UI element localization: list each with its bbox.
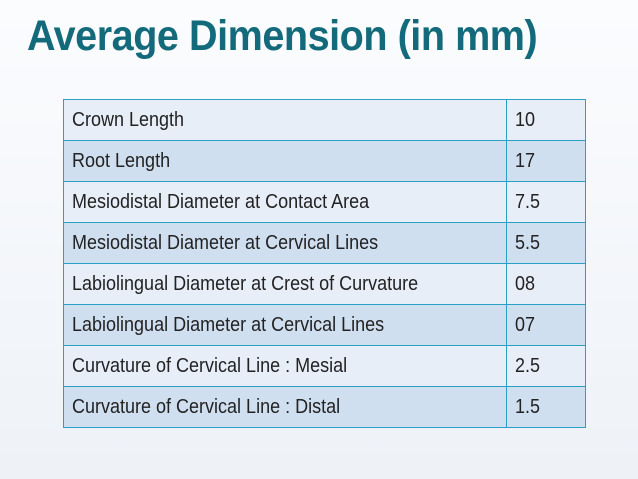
row-value: 17 [515,149,536,172]
row-label-cell: Crown Length [63,99,507,141]
row-value-cell: 1.5 [506,386,586,428]
slide-title: Average Dimension (in mm) [27,12,538,60]
dimensions-table-container: Crown Length 10 Root Length 17 Mesiodist… [63,99,586,428]
row-label-cell: Labiolingual Diameter at Cervical Lines [63,304,507,346]
row-label-cell: Mesiodistal Diameter at Contact Area [63,181,507,223]
row-label: Mesiodistal Diameter at Cervical Lines [72,231,379,254]
table-row: Labiolingual Diameter at Crest of Curvat… [63,263,586,305]
row-value: 5.5 [515,231,541,254]
table-row: Labiolingual Diameter at Cervical Lines … [63,304,586,346]
row-value-cell: 7.5 [506,181,586,223]
row-label-cell: Curvature of Cervical Line : Mesial [63,345,507,387]
row-label-cell: Root Length [63,140,507,182]
row-value-cell: 10 [506,99,586,141]
row-value: 10 [515,108,536,131]
row-label: Mesiodistal Diameter at Contact Area [72,190,370,213]
row-value-cell: 2.5 [506,345,586,387]
table-row: Mesiodistal Diameter at Contact Area 7.5 [63,181,586,223]
row-label-cell: Labiolingual Diameter at Crest of Curvat… [63,263,507,305]
row-value: 2.5 [515,354,541,377]
row-label: Root Length [72,149,171,172]
row-label: Curvature of Cervical Line : Distal [72,395,341,418]
row-label: Labiolingual Diameter at Cervical Lines [72,313,385,336]
table-row: Mesiodistal Diameter at Cervical Lines 5… [63,222,586,264]
row-label: Labiolingual Diameter at Crest of Curvat… [72,272,419,295]
row-label-cell: Curvature of Cervical Line : Distal [63,386,507,428]
row-value-cell: 5.5 [506,222,586,264]
row-label: Crown Length [72,108,185,131]
row-value-cell: 07 [506,304,586,346]
row-value-cell: 08 [506,263,586,305]
table-row: Curvature of Cervical Line : Mesial 2.5 [63,345,586,387]
row-value-cell: 17 [506,140,586,182]
row-value: 08 [515,272,536,295]
row-value: 7.5 [515,190,541,213]
row-value: 07 [515,313,536,336]
table-row: Curvature of Cervical Line : Distal 1.5 [63,386,586,428]
row-label-cell: Mesiodistal Diameter at Cervical Lines [63,222,507,264]
table-row: Crown Length 10 [63,99,586,141]
dimensions-table: Crown Length 10 Root Length 17 Mesiodist… [63,99,586,428]
table-row: Root Length 17 [63,140,586,182]
row-value: 1.5 [515,395,541,418]
row-label: Curvature of Cervical Line : Mesial [72,354,348,377]
